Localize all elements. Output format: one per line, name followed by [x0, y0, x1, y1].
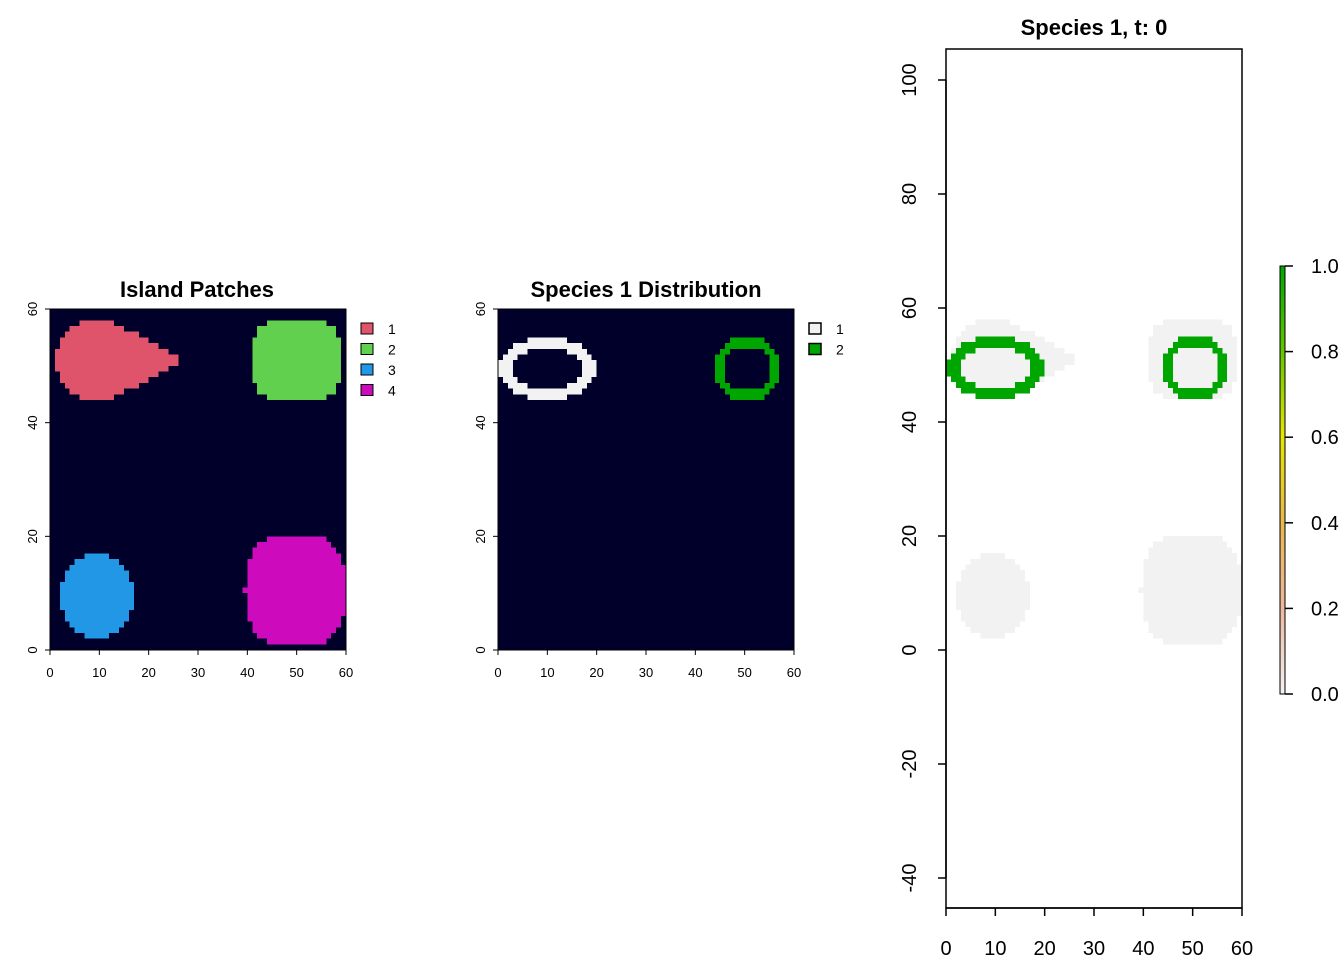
y-tick-label: 60	[899, 297, 921, 319]
ring-1	[498, 337, 597, 400]
x-tick-label: 40	[240, 665, 254, 680]
x-tick-label: 40	[688, 665, 702, 680]
panel-island-patches: Island Patches 0 10 20 30 40 50 60 0 20 40 60 1 2 3 4	[25, 277, 396, 680]
x-tick-label: 40	[1132, 938, 1154, 960]
legend-swatch	[808, 342, 822, 356]
y-tick-label: 80	[899, 183, 921, 205]
colorbar-tick-label: 0.4	[1311, 513, 1339, 535]
colorbar-tick-label: 0.6	[1311, 427, 1339, 449]
x-tick-label: 50	[737, 665, 751, 680]
x-tick-label: 60	[787, 665, 801, 680]
ring-1	[946, 336, 1045, 400]
y-tick-label: -20	[899, 750, 921, 779]
x-tick-label: 50	[1182, 938, 1204, 960]
legend-label: 4	[388, 383, 396, 399]
x-tick-label: 10	[540, 665, 554, 680]
plot-frame	[945, 48, 1243, 909]
x-tick-label: 30	[639, 665, 653, 680]
y-tick-label: 40	[473, 415, 488, 429]
y-tick-label: 0	[25, 646, 40, 653]
x-tick-label: 10	[984, 938, 1006, 960]
y-tick-label: 20	[899, 525, 921, 547]
patch-4	[242, 536, 346, 645]
patch-1	[54, 320, 179, 400]
y-tick-label: -40	[899, 864, 921, 893]
y-tick-label: 60	[473, 302, 488, 316]
legend-label: 1	[388, 321, 396, 337]
y-tick-label: 20	[25, 529, 40, 543]
colorbar-tick-label: 0.0	[1311, 684, 1339, 706]
y-tick-label: 40	[25, 415, 40, 429]
x-tick-label: 20	[589, 665, 603, 680]
y-tick-label: 40	[899, 411, 921, 433]
legend-label: 2	[836, 342, 844, 358]
plot-background	[498, 309, 794, 650]
y-tick-label: 0	[899, 644, 921, 655]
x-tick-label: 20	[141, 665, 155, 680]
patch-3	[955, 553, 1030, 639]
legend-swatch	[360, 363, 374, 376]
legend-swatch	[360, 322, 374, 335]
chart-title: Island Patches	[120, 277, 274, 302]
colorbar	[1279, 265, 1286, 695]
x-tick-label: 60	[339, 665, 353, 680]
legend-swatch	[360, 384, 374, 396]
patch-3	[59, 553, 134, 639]
y-tick-label: 100	[899, 63, 921, 96]
x-tick-label: 30	[1083, 938, 1105, 960]
x-tick-label: 0	[494, 665, 501, 680]
legend-swatch	[808, 322, 822, 335]
x-tick-label: 60	[1231, 938, 1253, 960]
x-tick-label: 0	[940, 938, 951, 960]
colorbar-tick-label: 0.2	[1311, 598, 1339, 620]
patch-4	[1138, 536, 1242, 645]
y-tick-label: 0	[473, 646, 488, 653]
x-tick-label: 50	[289, 665, 303, 680]
legend-label: 3	[388, 362, 396, 378]
patch-2	[252, 320, 342, 400]
x-tick-label: 10	[92, 665, 106, 680]
legend-label: 2	[388, 342, 396, 358]
legend-label: 1	[836, 321, 844, 337]
panel-species-distribution: Species 1 Distribution 0 10 20 30 40 50 60 0 20 4…	[473, 277, 844, 680]
x-tick-label: 0	[46, 665, 53, 680]
chart-title: Species 1, t: 0	[1021, 15, 1168, 40]
panel-species-time: Species 1, t: 0 0 10 20 30 40 50 60 -40 -20 0 20 40…	[899, 15, 1339, 960]
y-tick-label: 60	[25, 302, 40, 316]
colorbar-tick-label: 0.8	[1311, 342, 1339, 364]
chart-title: Species 1 Distribution	[530, 277, 761, 302]
y-tick-label: 20	[473, 529, 488, 543]
x-tick-label: 30	[191, 665, 205, 680]
x-tick-label: 20	[1034, 938, 1056, 960]
legend-swatch	[360, 343, 374, 355]
colorbar-tick-label: 1.0	[1311, 256, 1339, 278]
